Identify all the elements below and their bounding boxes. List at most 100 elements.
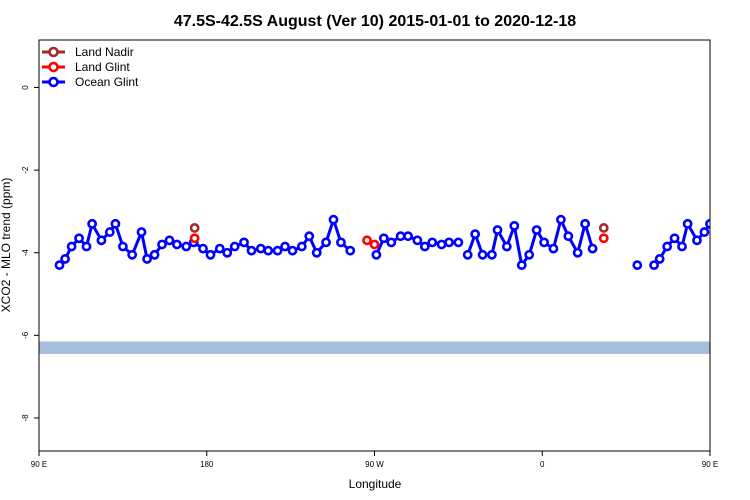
data-point: [222, 247, 233, 258]
series-ocean-glint: [54, 214, 719, 271]
data-point: [632, 260, 643, 271]
data-point: [669, 233, 680, 244]
data-point: [524, 249, 535, 260]
data-point: [403, 231, 413, 242]
data-point: [345, 245, 356, 256]
data-point: [96, 235, 107, 246]
data-point: [280, 241, 290, 252]
data-point: [304, 231, 315, 242]
data-point: [164, 235, 175, 246]
data-point: [598, 223, 609, 233]
data-point: [386, 237, 397, 248]
data-point: [239, 237, 249, 248]
legend-label: Land Glint: [75, 60, 130, 74]
data-point: [649, 260, 659, 271]
data-point: [54, 260, 65, 271]
data-point: [477, 249, 488, 260]
data-point: [395, 231, 406, 242]
data-point: [555, 214, 566, 225]
data-point: [419, 241, 430, 252]
series-line: [652, 222, 710, 267]
data-point: [427, 237, 438, 248]
data-point: [539, 237, 550, 248]
x-axis-label: Longitude: [349, 477, 402, 491]
data-point: [127, 249, 138, 260]
data-point: [311, 247, 322, 258]
data-point: [598, 233, 609, 244]
data-point: [136, 227, 147, 237]
data-point: [531, 225, 542, 235]
data-point: [492, 225, 503, 235]
data-point: [149, 249, 160, 260]
x-tick-label: 90 E: [31, 460, 47, 469]
data-point: [60, 254, 70, 264]
y-tick-label: -8: [21, 414, 30, 422]
x-tick-label: 90 E: [702, 460, 718, 469]
data-point: [470, 229, 481, 240]
data-point: [462, 249, 473, 260]
data-point: [712, 243, 719, 250]
data-point: [563, 231, 574, 242]
data-point: [205, 249, 216, 260]
data-point: [699, 227, 710, 237]
legend-marker: [48, 61, 59, 73]
legend-item: Land Nadir: [42, 45, 134, 59]
data-point: [369, 239, 380, 250]
data-point: [509, 220, 520, 231]
data-point: [516, 260, 527, 271]
data-point: [287, 245, 298, 256]
y-tick-label: -4: [21, 249, 30, 257]
legend-item: Land Glint: [42, 60, 130, 74]
data-point: [189, 223, 200, 233]
data-point: [371, 249, 382, 260]
data-point: [692, 235, 702, 246]
legend-label: Ocean Glint: [75, 75, 139, 89]
data-point: [214, 243, 225, 254]
land-band: [39, 341, 710, 354]
data-point: [362, 235, 372, 246]
data-point: [263, 245, 274, 256]
series-layer: [54, 214, 719, 271]
data-point: [587, 243, 598, 254]
data-point: [336, 237, 346, 248]
data-point: [104, 227, 115, 237]
legend-label: Land Nadir: [75, 45, 134, 59]
data-point: [296, 241, 307, 252]
data-point: [444, 237, 454, 248]
land-band-layer: [39, 341, 710, 354]
y-axis-label: XCO2 - MLO trend (ppm): [0, 178, 13, 313]
data-point: [572, 247, 583, 258]
data-point: [501, 241, 512, 252]
data-point: [328, 214, 339, 225]
y-tick-label: -6: [21, 331, 30, 339]
legend-item: Ocean Glint: [42, 75, 139, 89]
y-tick-label: 0: [21, 85, 30, 90]
data-point: [110, 218, 121, 229]
data-point: [272, 245, 283, 256]
y-axis: 0 -2 -4 -6 -8: [21, 85, 39, 422]
data-point: [321, 237, 331, 248]
data-point: [436, 239, 447, 250]
legend-marker: [48, 46, 59, 58]
data-point: [198, 243, 208, 254]
data-point: [677, 241, 687, 252]
data-point: [378, 233, 389, 244]
data-point: [682, 218, 693, 229]
data-point: [142, 254, 153, 264]
x-tick-label: 0: [540, 460, 545, 469]
data-point: [580, 218, 591, 229]
data-point: [157, 239, 167, 250]
data-point: [172, 239, 182, 250]
data-point: [548, 243, 559, 254]
data-point: [181, 241, 192, 252]
data-point: [255, 243, 266, 254]
data-point: [662, 241, 673, 252]
data-point: [66, 241, 77, 252]
x-tick-label: 90 W: [365, 460, 384, 469]
x-tick-label: 180: [200, 460, 214, 469]
data-point: [412, 235, 423, 246]
data-point: [487, 249, 497, 260]
